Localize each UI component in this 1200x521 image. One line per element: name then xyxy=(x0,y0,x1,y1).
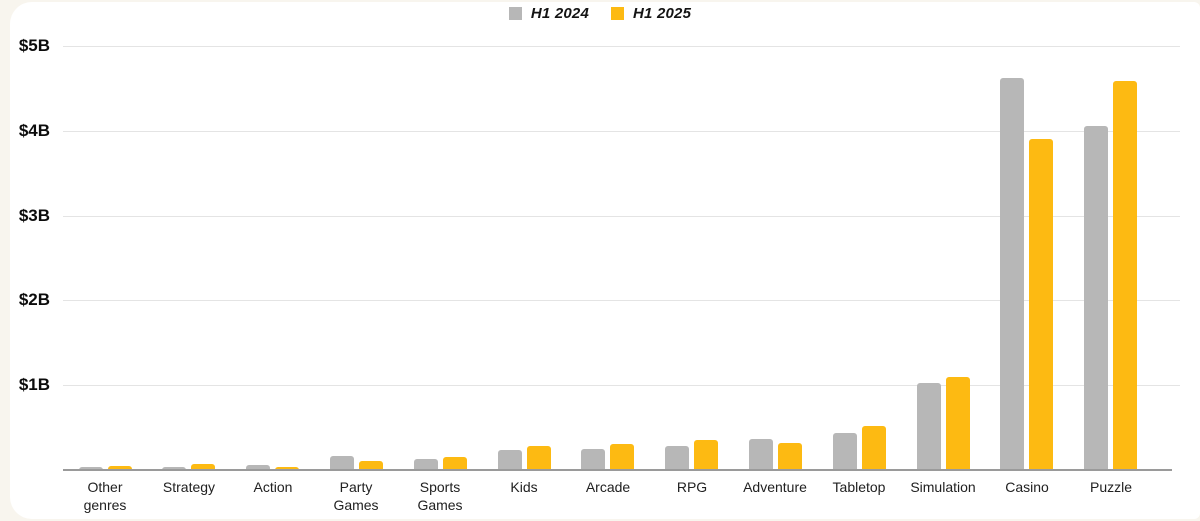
bar-h1-2024-puzzle[interactable] xyxy=(1084,126,1109,470)
legend-swatch-h1-2024 xyxy=(508,7,522,20)
x-axis-label-tabletop: Tabletop xyxy=(832,479,886,495)
gridline-$5B xyxy=(63,46,1180,47)
bar-h1-2024-adventure[interactable] xyxy=(748,439,773,470)
y-axis-tick-label: $3B xyxy=(18,206,50,225)
x-axis-label-casino: Casino xyxy=(1005,479,1049,495)
gridline-$4B xyxy=(63,131,1180,132)
bar-h1-2024-arcade[interactable] xyxy=(581,449,606,470)
y-axis-tick-label: $1B xyxy=(18,375,50,394)
x-axis-line xyxy=(63,469,1172,471)
x-axis-label-sports-games: Sports Games xyxy=(417,479,463,513)
bar-h1-2025-sports-games[interactable] xyxy=(442,457,467,470)
x-axis-label-party-games: Party Games xyxy=(333,479,379,513)
legend-item-h1-2025[interactable]: H1 2025 xyxy=(611,5,691,22)
bar-h1-2024-strategy[interactable] xyxy=(162,467,187,470)
x-axis-label-strategy: Strategy xyxy=(162,479,216,495)
legend-swatch-h1-2025 xyxy=(611,7,624,20)
x-axis-label-action: Action xyxy=(253,479,293,495)
bar-h1-2025-action[interactable] xyxy=(275,467,300,470)
gridline-$2B xyxy=(63,300,1180,301)
bar-h1-2025-simulation[interactable] xyxy=(945,377,970,470)
x-axis-label-rpg: RPG xyxy=(676,479,708,495)
y-axis-tick-label: $4B xyxy=(18,121,50,140)
bar-h1-2025-rpg[interactable] xyxy=(694,440,719,470)
legend-label-h1-2025: H1 2025 xyxy=(633,5,692,22)
bar-h1-2024-casino[interactable] xyxy=(1000,78,1025,470)
bar-h1-2024-party-games[interactable] xyxy=(329,456,354,470)
bar-h1-2025-kids[interactable] xyxy=(526,446,551,470)
bar-h1-2025-arcade[interactable] xyxy=(610,444,635,470)
bar-h1-2024-kids[interactable] xyxy=(497,450,522,470)
bar-h1-2025-tabletop[interactable] xyxy=(861,426,886,470)
gridline-$1B xyxy=(63,385,1180,386)
y-axis-tick-label: $5B xyxy=(18,36,50,55)
bar-h1-2024-simulation[interactable] xyxy=(916,383,941,470)
legend-item-h1-2024[interactable]: H1 2024 xyxy=(508,5,589,22)
bar-h1-2024-tabletop[interactable] xyxy=(832,433,857,470)
bar-h1-2024-action[interactable] xyxy=(246,465,271,470)
x-axis-label-arcade: Arcade xyxy=(585,479,631,495)
x-axis-label-other-genres: Other genres xyxy=(83,479,127,513)
legend-label-h1-2024: H1 2024 xyxy=(530,5,589,22)
bar-h1-2025-other-genres[interactable] xyxy=(107,466,132,470)
bar-h1-2024-other-genres[interactable] xyxy=(78,467,103,470)
chart-legend: H1 2024 H1 2025 xyxy=(0,5,1200,22)
bar-h1-2025-party-games[interactable] xyxy=(358,461,383,470)
bar-h1-2025-puzzle[interactable] xyxy=(1113,81,1138,470)
bar-h1-2025-casino[interactable] xyxy=(1029,139,1054,470)
x-axis-label-kids: Kids xyxy=(510,479,538,495)
y-axis-tick-label: $2B xyxy=(18,290,50,309)
bar-h1-2025-strategy[interactable] xyxy=(191,464,216,470)
x-axis-label-simulation: Simulation xyxy=(910,479,976,495)
gridline-$3B xyxy=(63,216,1180,217)
x-axis-label-adventure: Adventure xyxy=(743,479,807,495)
bar-h1-2025-adventure[interactable] xyxy=(777,443,802,470)
x-axis-label-puzzle: Puzzle xyxy=(1089,479,1133,495)
bar-h1-2024-rpg[interactable] xyxy=(665,446,690,470)
bar-h1-2024-sports-games[interactable] xyxy=(413,459,438,470)
